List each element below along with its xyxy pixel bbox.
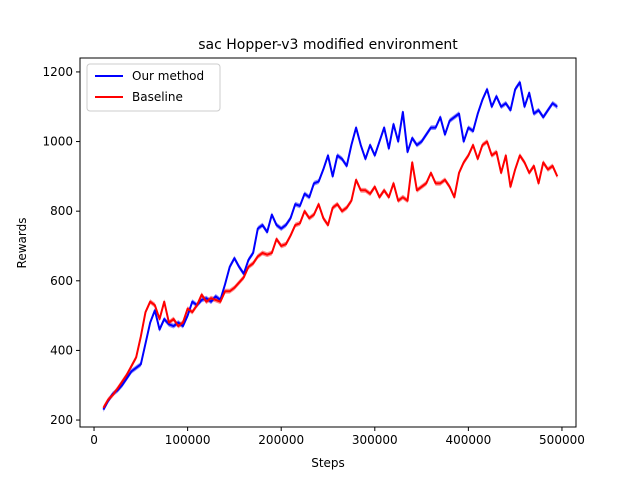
- x-tick-label: 100000: [165, 433, 211, 447]
- y-axis-label: Rewards: [15, 218, 29, 269]
- x-tick-label: 500000: [539, 433, 585, 447]
- x-tick-label: 400000: [445, 433, 491, 447]
- chart-title: sac Hopper-v3 modified environment: [198, 37, 458, 53]
- series-lines: [102, 81, 559, 411]
- confidence-bands: [103, 79, 558, 413]
- y-tick-label: 200: [50, 413, 73, 427]
- band-our-method: [103, 79, 558, 413]
- x-axis-ticks: 0 100000 200000 300000 400000 500000: [90, 427, 585, 447]
- x-tick-label: 300000: [352, 433, 398, 447]
- plot-frame: [79, 57, 577, 428]
- line-our-method: [102, 81, 558, 411]
- y-tick-label: 600: [50, 274, 73, 288]
- y-tick-label: 1200: [42, 65, 73, 79]
- y-axis-ticks: 200 400 600 800 1000 1200: [42, 65, 80, 427]
- y-tick-label: 400: [50, 343, 73, 357]
- legend-label-our-method: Our method: [132, 69, 204, 83]
- x-tick-label: 0: [90, 433, 98, 447]
- y-tick-label: 1000: [42, 135, 73, 149]
- legend-label-baseline: Baseline: [132, 90, 183, 104]
- x-tick-label: 200000: [258, 433, 304, 447]
- y-tick-label: 800: [50, 204, 73, 218]
- x-axis-label: Steps: [311, 456, 345, 470]
- legend: Our method Baseline: [86, 63, 221, 112]
- band-baseline: [103, 139, 558, 411]
- line-baseline: [102, 140, 559, 409]
